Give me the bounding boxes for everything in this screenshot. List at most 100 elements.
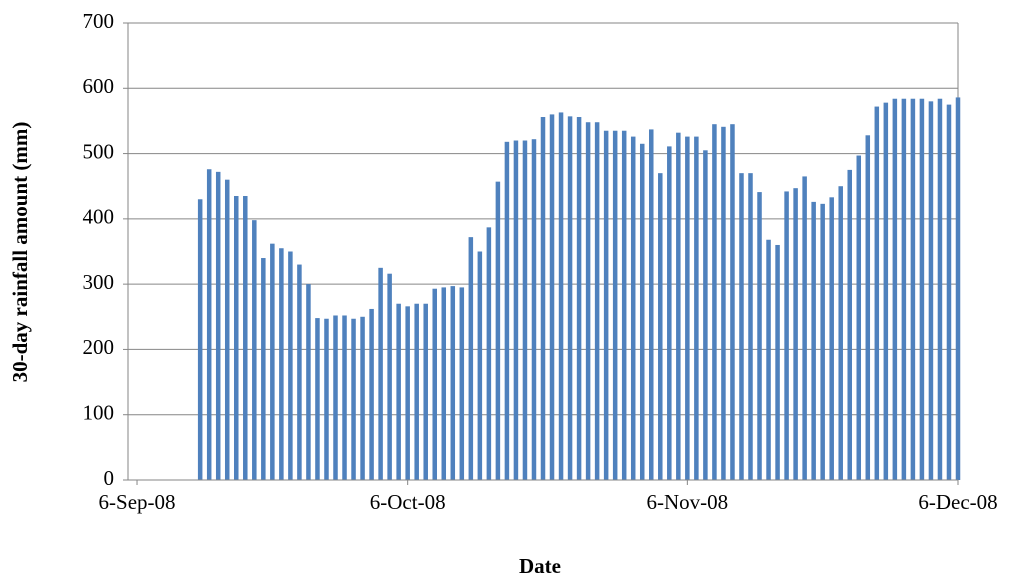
bar: [495, 181, 501, 480]
bar: [901, 98, 907, 480]
bar: [414, 303, 419, 480]
bar: [261, 258, 266, 480]
bar: [234, 196, 239, 480]
bar: [603, 130, 609, 480]
bar: [676, 132, 681, 480]
bar: [567, 116, 573, 480]
bar: [369, 308, 374, 480]
bar: [649, 129, 654, 480]
bar: [324, 318, 329, 480]
bar: [910, 98, 916, 480]
bar: [243, 196, 248, 480]
x-tick-label: 6-Nov-08: [647, 490, 729, 514]
x-tick-label: 6-Sep-08: [99, 490, 176, 514]
bar: [847, 169, 852, 480]
bar: [639, 143, 645, 480]
bar: [630, 136, 636, 480]
y-tick-label: 700: [83, 9, 115, 33]
bar: [621, 130, 627, 480]
bar: [396, 303, 401, 480]
bar: [892, 98, 898, 480]
bar: [775, 244, 780, 480]
bar: [215, 171, 221, 480]
bar: [811, 201, 816, 480]
y-tick-label: 0: [104, 466, 115, 490]
bar: [865, 135, 871, 480]
bar: [820, 203, 825, 480]
bar: [459, 287, 465, 480]
bar: [703, 150, 708, 481]
x-tick-label: 6-Dec-08: [918, 490, 997, 514]
y-tick-label: 400: [83, 205, 115, 229]
bar: [333, 315, 338, 480]
bar: [937, 98, 943, 480]
bar: [270, 243, 275, 480]
bar: [315, 318, 320, 480]
bar: [721, 126, 726, 480]
bar: [757, 192, 762, 480]
bar: [378, 267, 383, 480]
bar: [288, 251, 293, 480]
bar: [658, 173, 663, 480]
bar: [279, 248, 284, 480]
bar: [802, 176, 807, 480]
bar: [594, 122, 600, 480]
bar: [540, 117, 546, 481]
bar: [450, 286, 456, 480]
bar: [612, 130, 618, 480]
bar: [360, 316, 365, 480]
bar: [531, 139, 537, 481]
y-tick-label: 500: [83, 139, 115, 163]
bar: [766, 239, 771, 480]
bar: [585, 122, 591, 480]
y-tick-label: 300: [83, 270, 115, 294]
bar: [477, 251, 483, 480]
bar: [486, 227, 492, 480]
bar: [856, 155, 862, 480]
bar: [206, 169, 212, 481]
x-axis-title: Date: [519, 554, 561, 578]
bar: [549, 114, 555, 481]
bar: [883, 102, 889, 481]
bar: [558, 112, 564, 480]
bar: [667, 146, 672, 480]
bar: [712, 124, 717, 480]
bar: [793, 188, 798, 480]
bar: [919, 98, 925, 480]
bar: [504, 141, 510, 480]
y-tick-label: 100: [83, 401, 115, 425]
bar: [955, 97, 961, 480]
bar: [405, 306, 410, 480]
bar: [342, 315, 347, 480]
bar: [685, 136, 690, 480]
bar: [874, 106, 880, 481]
bar: [252, 220, 257, 481]
bar: [522, 140, 528, 480]
bar: [694, 136, 699, 480]
bar: [224, 179, 230, 480]
y-tick-label: 200: [83, 335, 115, 359]
bar: [739, 173, 744, 480]
bar: [297, 264, 302, 480]
bar: [946, 104, 952, 480]
bar: [928, 101, 934, 480]
bar: [829, 197, 834, 480]
bar: [730, 124, 735, 480]
bar: [306, 284, 311, 480]
bar: [784, 191, 789, 481]
bar: [468, 237, 474, 480]
bar: [432, 288, 437, 480]
y-tick-label: 600: [83, 74, 115, 98]
y-axis-title: 30-day rainfall amount (mm): [8, 122, 32, 383]
bar: [351, 318, 356, 480]
bar: [423, 303, 428, 480]
bar: [513, 140, 519, 480]
bar: [441, 287, 447, 480]
bar: [838, 186, 843, 480]
bar: [387, 273, 392, 480]
bar: [748, 173, 753, 480]
bar: [576, 117, 582, 481]
bar: [197, 199, 203, 480]
x-tick-label: 6-Oct-08: [370, 490, 446, 514]
